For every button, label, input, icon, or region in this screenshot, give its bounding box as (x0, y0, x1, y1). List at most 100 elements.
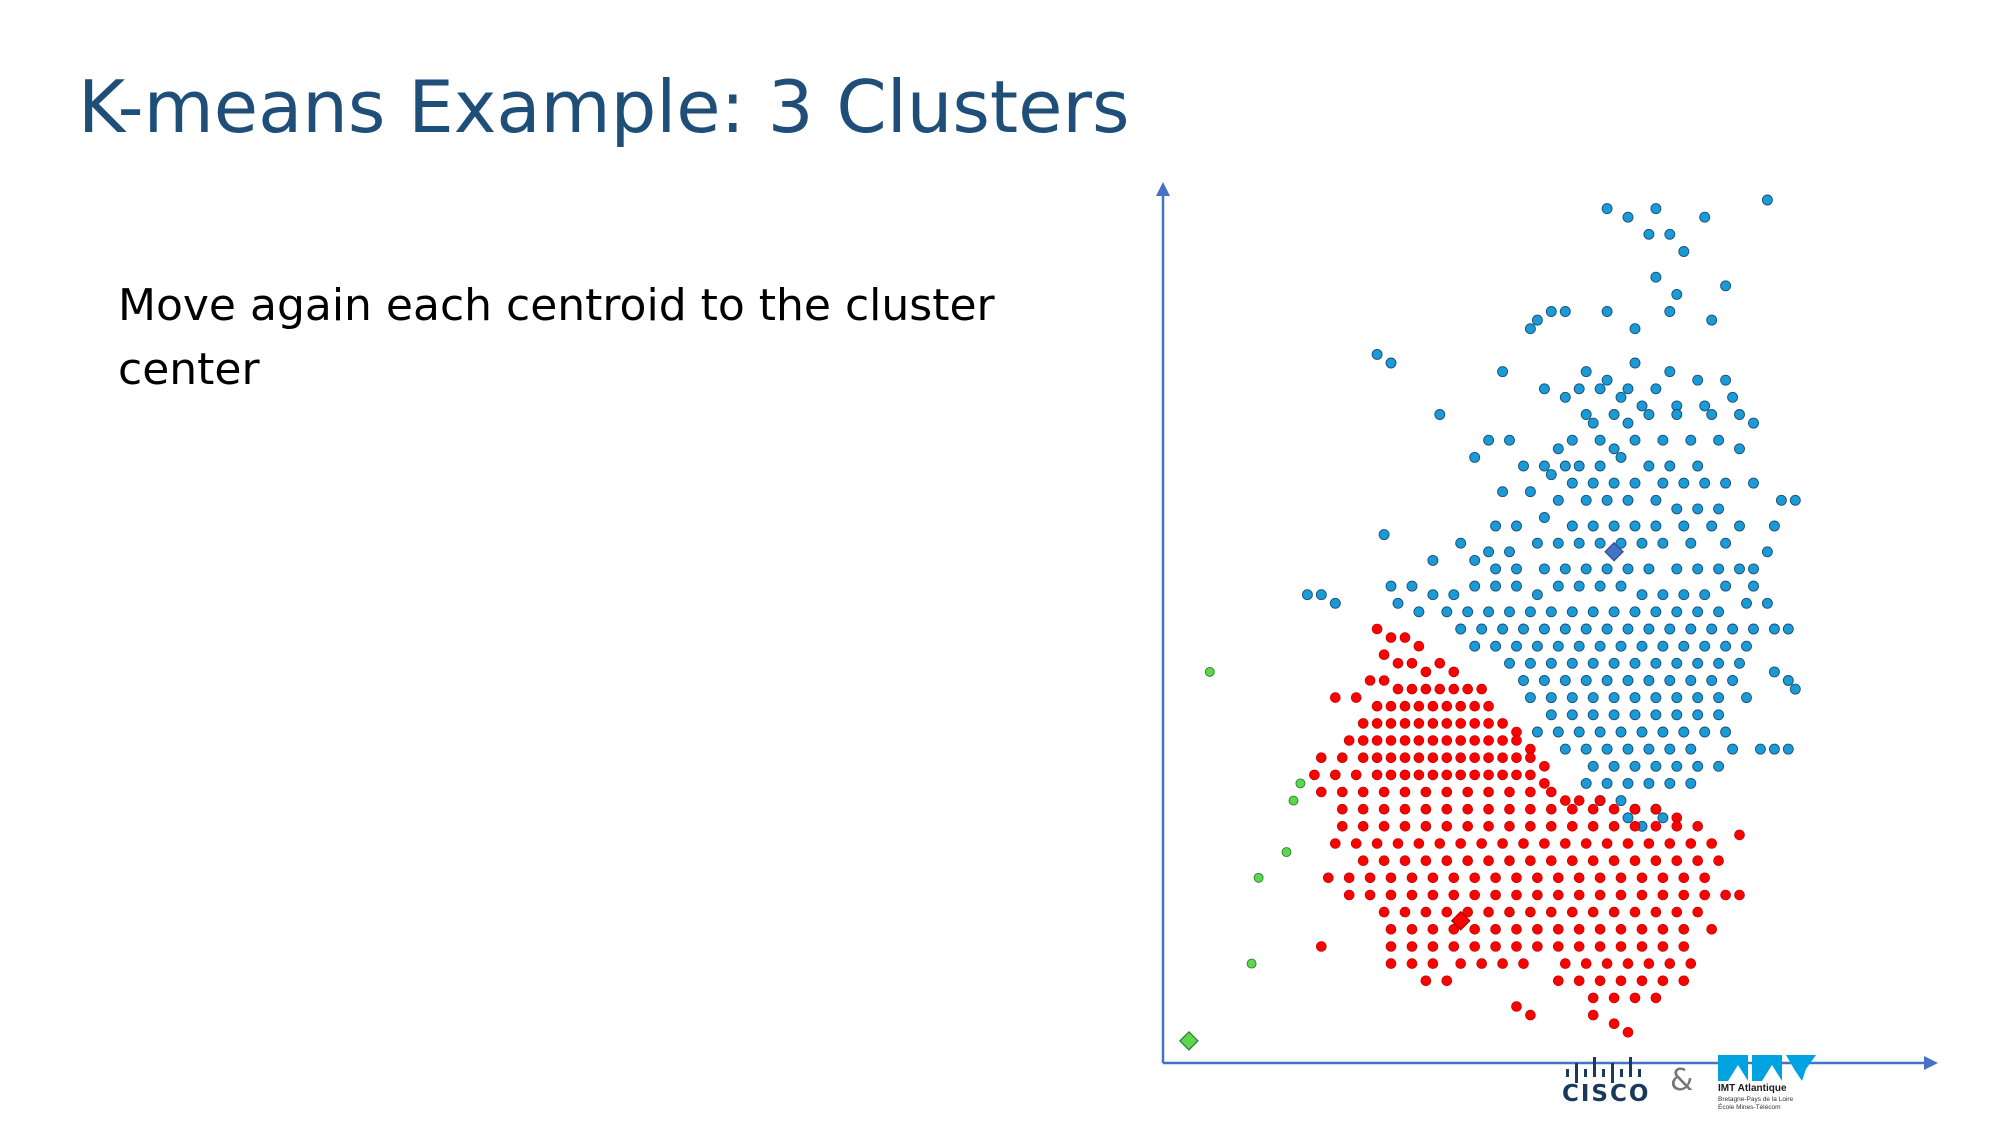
point-red (1399, 855, 1411, 867)
point-blue (1622, 777, 1634, 789)
point-blue (1524, 692, 1536, 704)
point-blue (1754, 743, 1766, 755)
point-blue (1720, 726, 1732, 738)
point-blue (1636, 589, 1648, 601)
point-red (1420, 786, 1432, 798)
point-blue (1615, 795, 1627, 807)
point-red (1511, 1001, 1522, 1012)
point-green (1281, 847, 1292, 858)
point-blue (1608, 606, 1620, 618)
point-blue (1580, 623, 1592, 635)
point-red (1490, 889, 1501, 901)
point-red (1587, 803, 1599, 815)
point-red (1692, 820, 1703, 832)
point-blue (1587, 657, 1599, 669)
point-blue (1713, 434, 1725, 446)
point-blue (1497, 623, 1509, 635)
point-blue (1594, 434, 1606, 446)
point-red (1497, 718, 1508, 729)
point-red (1399, 700, 1411, 712)
point-blue (1706, 675, 1718, 686)
point-blue (1650, 271, 1662, 283)
point-red (1490, 941, 1501, 952)
point-blue (1490, 580, 1502, 592)
point-red (1420, 803, 1432, 815)
point-red (1532, 872, 1543, 884)
point-red (1476, 683, 1487, 695)
point-blue (1720, 477, 1732, 489)
point-red (1476, 838, 1487, 849)
point-blue (1713, 760, 1725, 772)
point-blue (1511, 580, 1522, 592)
point-green (1253, 872, 1264, 883)
point-blue (1594, 383, 1606, 395)
point-blue (1378, 529, 1390, 541)
point-red (1504, 786, 1515, 798)
point-red (1497, 735, 1508, 746)
point-red (1371, 838, 1383, 849)
point-red (1532, 889, 1543, 901)
point-blue (1761, 546, 1773, 558)
point-blue (1504, 434, 1515, 446)
slide-body-text: Move again each centroid to the cluster … (118, 280, 995, 395)
point-blue (1692, 657, 1704, 669)
point-blue (1643, 460, 1655, 472)
point-blue (1301, 589, 1313, 601)
point-red (1629, 992, 1641, 1004)
point-blue (1622, 383, 1634, 395)
point-blue (1664, 623, 1676, 635)
point-red (1364, 889, 1376, 901)
point-red (1378, 803, 1390, 815)
point-green (1288, 795, 1299, 806)
point-blue (1545, 692, 1557, 704)
point-blue (1531, 726, 1543, 738)
point-blue (1643, 675, 1655, 686)
point-blue (1511, 563, 1522, 575)
point-red (1427, 700, 1439, 712)
point-blue (1566, 709, 1578, 721)
point-red (1657, 975, 1669, 987)
point-red (1316, 786, 1327, 798)
point-red (1608, 820, 1620, 832)
point-blue (1720, 580, 1732, 592)
point-red (1357, 855, 1369, 867)
point-blue (1483, 546, 1495, 558)
point-blue (1775, 494, 1787, 506)
point-blue (1657, 477, 1669, 489)
point-blue (1469, 554, 1481, 566)
point-red (1441, 786, 1453, 798)
point-red (1553, 975, 1564, 987)
point-red (1587, 992, 1599, 1004)
point-blue (1580, 494, 1592, 506)
point-blue (1573, 537, 1585, 549)
point-red (1525, 1009, 1536, 1021)
point-blue (1692, 606, 1704, 618)
point-blue (1643, 228, 1655, 240)
point-blue (1524, 606, 1536, 618)
point-red (1629, 855, 1641, 867)
point-red (1615, 889, 1627, 901)
point-red (1636, 941, 1648, 952)
point-blue (1650, 520, 1662, 532)
point-red (1385, 958, 1397, 969)
point-red (1622, 958, 1634, 969)
point-blue (1748, 417, 1759, 429)
point-red (1483, 803, 1494, 815)
point-red (1427, 718, 1439, 729)
point-red (1385, 872, 1397, 884)
point-red (1615, 975, 1627, 987)
point-blue (1622, 812, 1634, 824)
point-blue (1678, 589, 1690, 601)
point-blue (1601, 743, 1613, 755)
point-red (1657, 923, 1669, 935)
point-red (1455, 700, 1466, 712)
point-red (1357, 820, 1369, 832)
point-red (1525, 906, 1536, 918)
point-blue (1685, 434, 1697, 446)
point-blue (1594, 537, 1606, 549)
point-blue (1720, 280, 1732, 292)
point-red (1594, 889, 1606, 901)
x-axis-arrow-icon (1924, 1056, 1938, 1070)
point-blue (1734, 657, 1745, 669)
point-blue (1643, 623, 1655, 635)
